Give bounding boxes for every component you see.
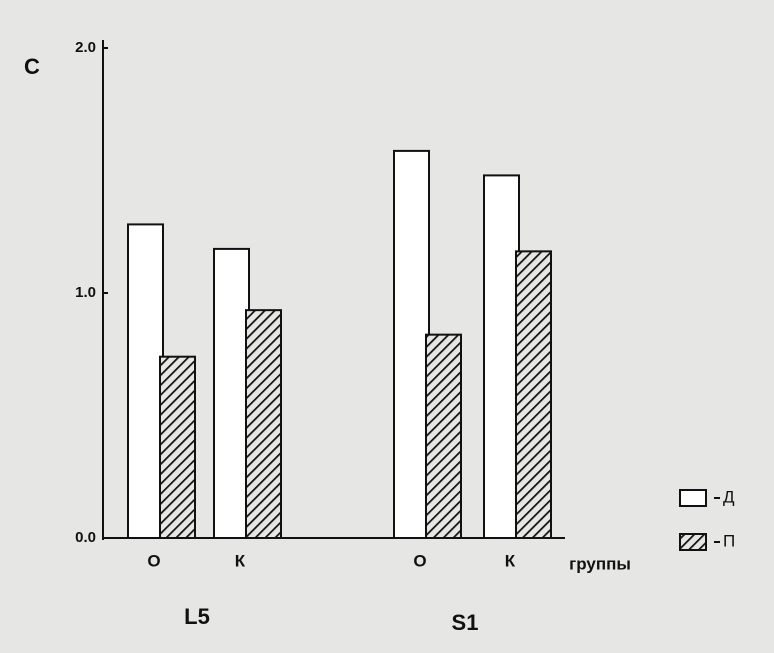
bar: [393, 149, 430, 539]
x-tick-label: О: [413, 551, 426, 570]
bar: [127, 223, 164, 539]
x-tick-label: К: [235, 551, 246, 570]
bar: [213, 247, 250, 539]
bar: [245, 309, 282, 539]
group-label: S1: [452, 610, 479, 635]
bar: [159, 355, 196, 540]
bar: [425, 333, 462, 539]
y-axis-label: C: [24, 54, 40, 79]
legend-swatch: [679, 489, 707, 507]
legend-label: П: [723, 531, 735, 550]
bar: [483, 174, 520, 539]
legend-label: Д: [723, 487, 735, 506]
x-tick-label: О: [147, 551, 160, 570]
group-label: L5: [184, 604, 210, 629]
x-tick-label: К: [505, 551, 516, 570]
y-tick-label: 1.0: [75, 284, 96, 301]
x-axis-label: группы: [569, 554, 631, 573]
y-tick-label: 2.0: [75, 39, 96, 56]
bar: [515, 250, 552, 539]
legend-swatch: [679, 533, 707, 551]
y-tick-label: 0.0: [75, 529, 96, 546]
